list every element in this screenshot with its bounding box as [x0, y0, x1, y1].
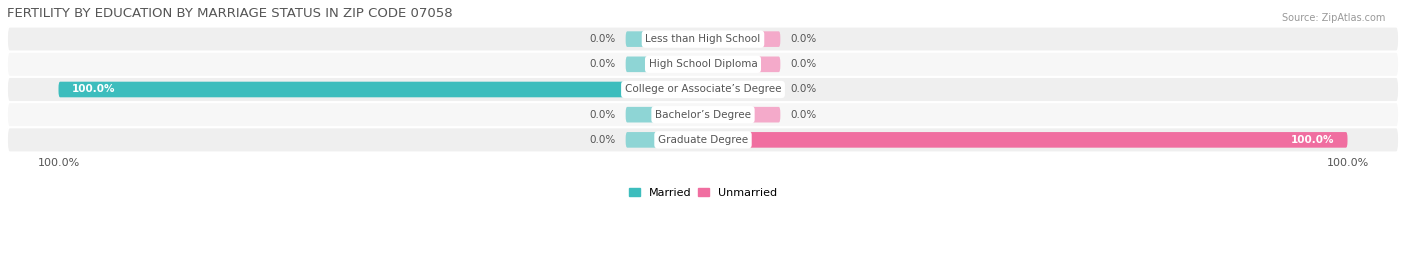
FancyBboxPatch shape: [7, 77, 1399, 102]
FancyBboxPatch shape: [59, 82, 703, 97]
Text: FERTILITY BY EDUCATION BY MARRIAGE STATUS IN ZIP CODE 07058: FERTILITY BY EDUCATION BY MARRIAGE STATU…: [7, 7, 453, 20]
Text: College or Associate’s Degree: College or Associate’s Degree: [624, 84, 782, 94]
Text: Less than High School: Less than High School: [645, 34, 761, 44]
Text: 0.0%: 0.0%: [790, 59, 817, 69]
Text: 100.0%: 100.0%: [1291, 135, 1334, 145]
Text: Bachelor’s Degree: Bachelor’s Degree: [655, 110, 751, 120]
FancyBboxPatch shape: [703, 82, 780, 97]
FancyBboxPatch shape: [626, 107, 703, 122]
Text: 0.0%: 0.0%: [589, 34, 616, 44]
Text: 0.0%: 0.0%: [589, 59, 616, 69]
FancyBboxPatch shape: [7, 52, 1399, 77]
Text: Graduate Degree: Graduate Degree: [658, 135, 748, 145]
Text: 0.0%: 0.0%: [790, 110, 817, 120]
FancyBboxPatch shape: [703, 31, 780, 47]
Text: 0.0%: 0.0%: [589, 110, 616, 120]
FancyBboxPatch shape: [626, 56, 703, 72]
Text: 100.0%: 100.0%: [72, 84, 115, 94]
FancyBboxPatch shape: [703, 107, 780, 122]
Legend: Married, Unmarried: Married, Unmarried: [624, 183, 782, 202]
FancyBboxPatch shape: [626, 31, 703, 47]
FancyBboxPatch shape: [703, 56, 780, 72]
FancyBboxPatch shape: [7, 27, 1399, 52]
FancyBboxPatch shape: [703, 132, 1347, 148]
Text: Source: ZipAtlas.com: Source: ZipAtlas.com: [1281, 13, 1385, 23]
FancyBboxPatch shape: [7, 102, 1399, 127]
Text: 0.0%: 0.0%: [790, 84, 817, 94]
FancyBboxPatch shape: [626, 132, 703, 148]
Text: High School Diploma: High School Diploma: [648, 59, 758, 69]
Text: 0.0%: 0.0%: [790, 34, 817, 44]
FancyBboxPatch shape: [7, 127, 1399, 153]
Text: 0.0%: 0.0%: [589, 135, 616, 145]
